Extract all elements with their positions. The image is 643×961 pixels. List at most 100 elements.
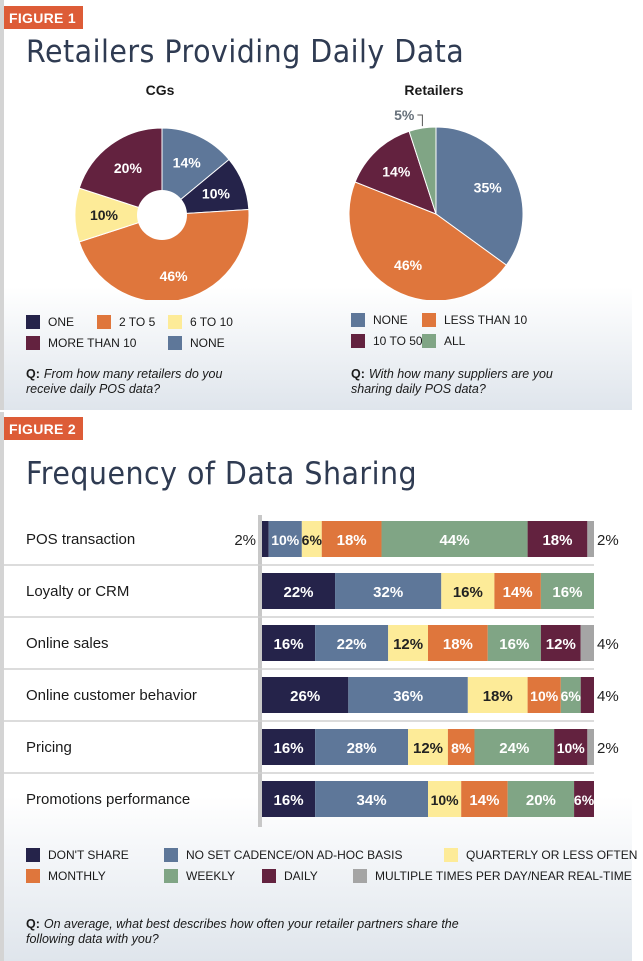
bar-segment xyxy=(554,729,588,765)
bar-segment xyxy=(262,729,316,765)
data-label: 2% xyxy=(597,532,619,549)
data-label: 18% xyxy=(443,636,473,653)
figure-1-label: FIGURE 1 xyxy=(4,6,83,29)
legend-item: WEEKLY xyxy=(164,869,235,883)
stacked-bars: 2% 10% 6% 18% 44% 18% 2%22% 32% 16% 14% 16%16% 22% 1… xyxy=(4,515,619,827)
data-label: 34% xyxy=(357,792,387,809)
slice-label: 46% xyxy=(160,268,189,284)
legend-label: MONTHLY xyxy=(48,869,106,883)
figure-2-label: FIGURE 2 xyxy=(4,417,83,440)
bar-segment xyxy=(587,729,594,765)
bar-segment xyxy=(408,729,448,765)
data-label: 6% xyxy=(302,532,323,548)
pie-retailers-title: Retailers xyxy=(404,82,464,98)
legend-item: NONE xyxy=(168,336,225,350)
data-label: 10% xyxy=(530,688,559,704)
data-label: 16% xyxy=(453,584,483,601)
data-label: 26% xyxy=(290,688,320,705)
bar-segment xyxy=(262,677,349,713)
legend-item: MULTIPLE TIMES PER DAY/NEAR REAL-TIME xyxy=(353,869,632,883)
data-label: 14% xyxy=(503,584,533,601)
bar-question: Q: On average, what best describes how of… xyxy=(26,917,459,946)
bar-segment xyxy=(574,781,594,817)
question-text: On average, what best describes how ofte… xyxy=(26,917,459,946)
legend-swatch xyxy=(351,313,365,327)
data-label: 28% xyxy=(347,740,377,757)
legend-label: 2 TO 5 xyxy=(119,315,156,329)
data-label: 22% xyxy=(337,636,367,653)
figure-1-panel: FIGURE 1 Retailers Providing Daily Data … xyxy=(0,0,632,410)
legend-swatch xyxy=(353,869,367,883)
bar-segment xyxy=(527,521,588,557)
legend-item: ONE xyxy=(26,315,74,329)
legend-item: NO SET CADENCE/ON AD-HOC BASIS xyxy=(164,848,403,862)
legend-item: DON'T SHARE xyxy=(26,848,129,862)
figure-2-title: Frequency of Data Sharing xyxy=(26,456,418,492)
category-label: Promotions performance xyxy=(26,791,191,808)
category-label: Online sales xyxy=(26,635,109,652)
slice-label: 10% xyxy=(202,186,231,202)
pie-slice xyxy=(408,126,437,215)
bar-segment xyxy=(587,521,594,557)
data-label: 2% xyxy=(597,740,619,757)
slice-label: 35% xyxy=(474,180,503,196)
data-label: 10% xyxy=(557,740,586,756)
legend-item: MORE THAN 10 xyxy=(26,336,136,350)
bar-segment xyxy=(474,729,555,765)
legend-label: DAILY xyxy=(284,869,318,883)
bar-segment xyxy=(487,625,541,661)
legend-label: DON'T SHARE xyxy=(48,848,129,862)
question-text: With how many suppliers are you sharing … xyxy=(351,367,553,396)
bar-segment xyxy=(335,573,442,609)
pie-slice xyxy=(161,127,230,217)
bar-segment xyxy=(315,729,409,765)
bar-segment xyxy=(428,625,488,661)
category-label: Online customer behavior xyxy=(26,687,197,704)
data-label: 8% xyxy=(451,740,472,756)
data-label: 10% xyxy=(431,792,460,808)
bar-segment xyxy=(461,781,508,817)
legend-swatch xyxy=(262,869,276,883)
bar-segment xyxy=(428,781,462,817)
question-text: From how many retailers do you receive d… xyxy=(26,367,223,396)
legend-label: ONE xyxy=(48,315,75,329)
pie-slice xyxy=(78,127,163,216)
pie-cgs-question: Q: From how many retailers do you receive… xyxy=(26,367,223,396)
legend-item: NONE xyxy=(351,313,408,327)
data-label: 16% xyxy=(274,740,304,757)
legend-swatch xyxy=(422,334,436,348)
legend-swatch xyxy=(26,869,40,883)
category-label: Loyalty or CRM xyxy=(26,583,130,600)
data-label: 24% xyxy=(499,740,529,757)
pie-slice xyxy=(348,181,508,300)
data-label: 10% xyxy=(271,532,300,548)
bar-segment xyxy=(507,781,575,817)
bar-segment xyxy=(262,625,316,661)
legend-label: NONE xyxy=(190,336,225,350)
slice-label: 5% xyxy=(394,107,415,123)
data-label: 6% xyxy=(561,688,582,704)
data-label: 4% xyxy=(597,636,619,653)
legend-swatch xyxy=(97,315,111,329)
data-label: 14% xyxy=(469,792,499,809)
legend-swatch xyxy=(351,334,365,348)
donut-hole xyxy=(137,190,187,240)
bar-segment xyxy=(268,521,302,557)
legend-label: LESS THAN 10 xyxy=(444,313,528,327)
bar-segment xyxy=(262,521,269,557)
legend-swatch xyxy=(168,315,182,329)
slice-label: 20% xyxy=(114,160,143,176)
bar-segment xyxy=(315,625,389,661)
data-label: 36% xyxy=(393,688,423,705)
legend-label: QUARTERLY OR LESS OFTEN xyxy=(466,848,638,862)
legend-label: NONE xyxy=(373,313,408,327)
legend-label: 10 TO 50 xyxy=(373,334,423,348)
legend-swatch xyxy=(422,313,436,327)
bar-segment xyxy=(527,677,561,713)
slice-label: 14% xyxy=(382,164,411,180)
legend-item: ALL xyxy=(422,334,465,348)
data-label: 2% xyxy=(234,532,256,549)
legend-swatch xyxy=(444,848,458,862)
data-label: 16% xyxy=(499,636,529,653)
data-label: 18% xyxy=(542,532,572,549)
